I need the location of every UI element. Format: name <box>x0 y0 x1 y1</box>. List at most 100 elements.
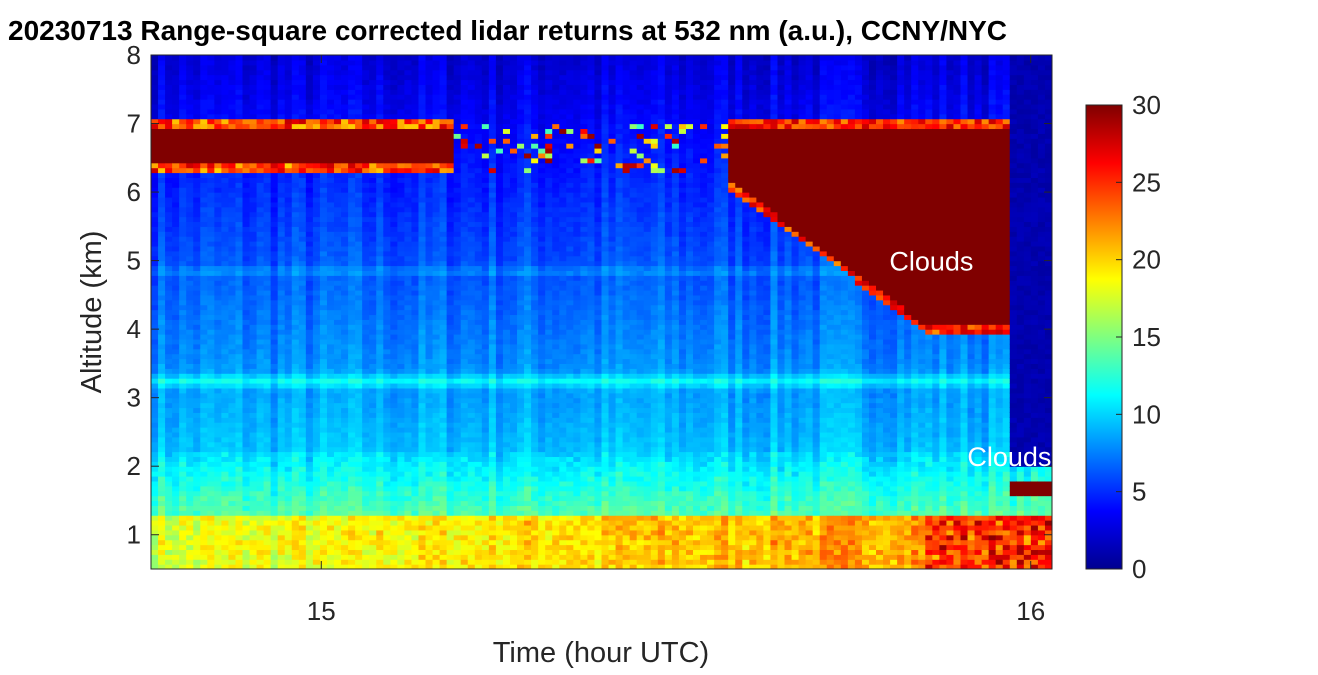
heatmap-cell <box>270 407 279 413</box>
heatmap-cell <box>200 275 208 281</box>
heatmap-cell <box>186 407 194 413</box>
heatmap-cell <box>158 495 166 502</box>
heatmap-cell <box>284 211 293 218</box>
heatmap-cell <box>446 260 455 267</box>
heatmap-cell <box>200 245 208 252</box>
heatmap-cell <box>369 373 377 379</box>
heatmap-cell <box>228 334 237 340</box>
heatmap-cell <box>158 314 166 320</box>
heatmap-cell <box>214 211 222 218</box>
heatmap-cell <box>334 490 342 497</box>
heatmap-cell <box>200 515 208 521</box>
heatmap-cell <box>249 294 258 301</box>
heatmap-cell <box>256 172 265 178</box>
heatmap-cell <box>242 99 251 105</box>
heatmap-cell <box>418 505 427 511</box>
heatmap-cell <box>425 314 434 320</box>
heatmap-cell <box>249 407 258 413</box>
heatmap-cell <box>326 549 335 555</box>
heatmap-cell <box>397 309 406 316</box>
heatmap-cell <box>270 495 279 502</box>
heatmap-cell <box>376 89 384 95</box>
heatmap-cell <box>284 255 293 262</box>
heatmap-cell <box>151 402 159 409</box>
heatmap-cell <box>179 182 187 188</box>
heatmap-cell <box>172 64 180 71</box>
heatmap-cell <box>151 427 159 433</box>
heatmap-cell <box>383 397 391 404</box>
heatmap-cell <box>404 94 413 100</box>
heatmap-cell <box>158 378 166 384</box>
heatmap-cell <box>291 505 300 511</box>
heatmap-cell <box>474 549 483 555</box>
heatmap-cell <box>467 441 476 448</box>
heatmap-cell <box>411 133 420 139</box>
heatmap-cell <box>481 520 490 526</box>
heatmap-cell <box>355 334 363 340</box>
heatmap-cell <box>221 329 230 335</box>
heatmap-cell <box>432 192 441 198</box>
heatmap-cell <box>165 280 173 286</box>
heatmap-cell <box>319 363 328 369</box>
heatmap-cell <box>277 255 286 262</box>
heatmap-cell <box>186 402 194 409</box>
heatmap-cell <box>390 206 398 213</box>
heatmap-cell <box>179 172 187 178</box>
heatmap-cell <box>151 495 159 502</box>
heatmap-cell <box>334 270 342 276</box>
heatmap-cell <box>228 564 237 569</box>
heatmap-cell <box>481 441 490 448</box>
heatmap-cell <box>298 329 307 335</box>
heatmap-cell <box>397 138 406 144</box>
heatmap-cell <box>165 392 173 399</box>
heatmap-cell <box>263 172 272 178</box>
heatmap-cell <box>411 172 420 178</box>
heatmap-cell <box>326 378 335 384</box>
heatmap-cell <box>319 182 328 188</box>
heatmap-cell <box>467 133 476 139</box>
heatmap-cell <box>404 392 413 399</box>
heatmap-cell <box>369 216 377 223</box>
heatmap-cell <box>319 353 328 360</box>
heatmap-cell <box>270 241 279 247</box>
heatmap-cell <box>270 192 279 198</box>
heatmap-cell <box>186 529 194 536</box>
heatmap-cell <box>411 157 420 164</box>
heatmap-cell <box>348 59 356 66</box>
heatmap-cell <box>383 324 391 330</box>
heatmap-cell <box>319 143 328 149</box>
heatmap-cell <box>256 270 265 276</box>
heatmap-cell <box>249 113 258 120</box>
heatmap-cell <box>228 289 237 296</box>
heatmap-cell <box>425 99 434 105</box>
heatmap-cell <box>165 515 173 521</box>
heatmap-cell <box>326 329 335 335</box>
heatmap-cell <box>439 402 448 409</box>
heatmap-cell <box>348 123 356 130</box>
heatmap-cell <box>355 211 363 218</box>
heatmap-cell <box>425 319 434 325</box>
heatmap-cell <box>341 524 349 531</box>
heatmap-cell <box>179 324 187 330</box>
heatmap-cell <box>481 412 490 418</box>
heatmap-cell <box>418 456 427 462</box>
heatmap-cell <box>362 505 370 511</box>
heatmap-cell <box>369 363 377 369</box>
heatmap-cell <box>341 427 349 433</box>
heatmap-cell <box>319 412 328 418</box>
heatmap-cell <box>172 471 180 477</box>
heatmap-cell <box>242 211 251 218</box>
heatmap-cell <box>411 319 420 325</box>
heatmap-cell <box>404 314 413 320</box>
heatmap-cell <box>249 162 258 169</box>
heatmap-cell <box>397 348 406 355</box>
heatmap-cell <box>348 128 356 134</box>
heatmap-cell <box>425 182 434 188</box>
heatmap-cell <box>242 187 251 193</box>
heatmap-cell <box>298 466 307 472</box>
heatmap-cell <box>383 427 391 433</box>
heatmap-cell <box>214 309 222 316</box>
heatmap-cell <box>404 353 413 360</box>
heatmap-cell <box>256 216 265 223</box>
heatmap-cell <box>474 412 483 418</box>
